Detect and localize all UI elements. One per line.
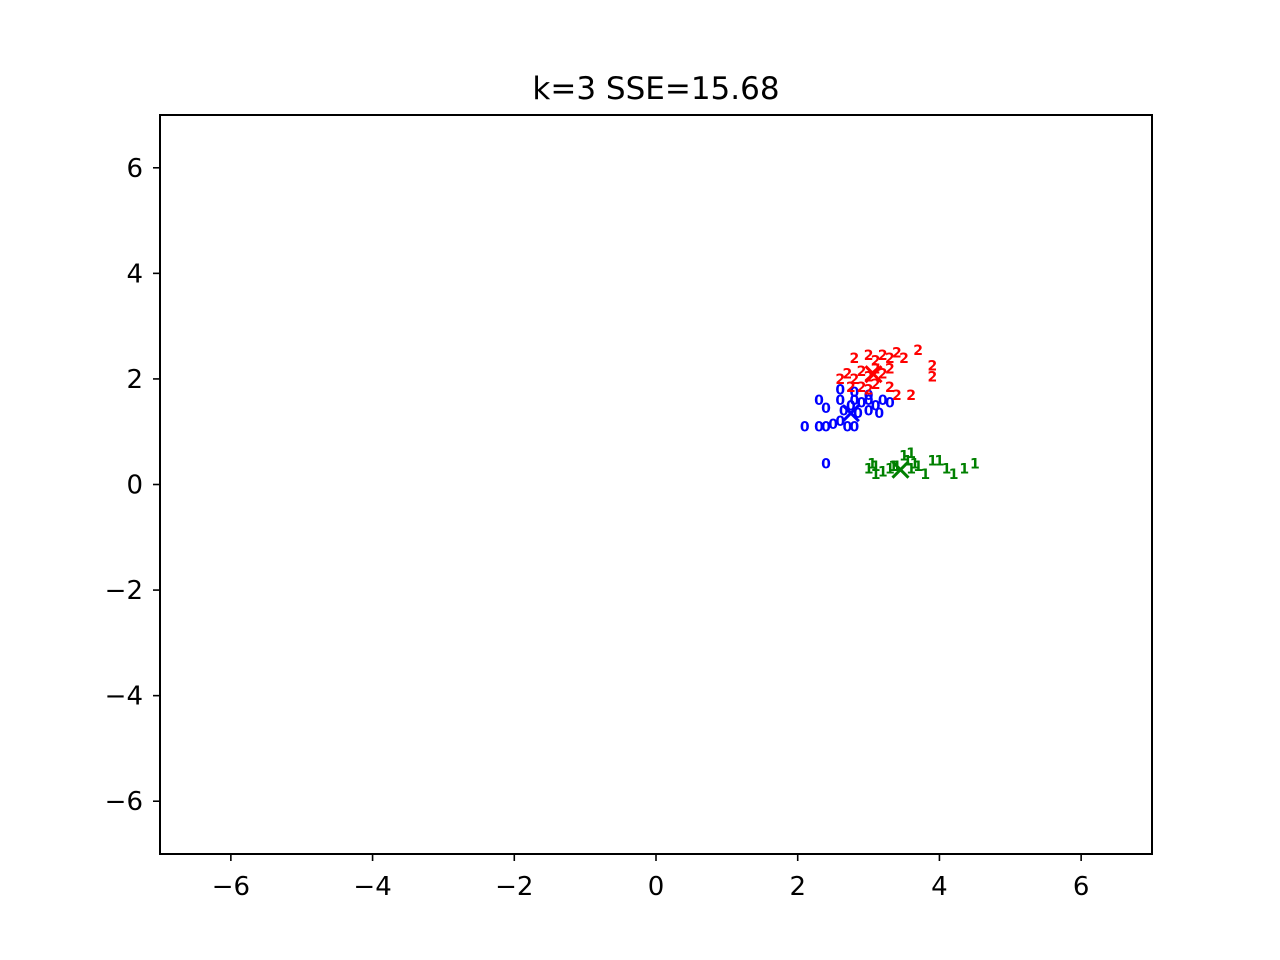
data-point: 1 bbox=[888, 459, 898, 475]
data-point: 1 bbox=[867, 456, 877, 472]
data-point: 1 bbox=[959, 462, 969, 478]
data-point: 2 bbox=[878, 367, 888, 383]
data-point: 1 bbox=[970, 456, 980, 472]
y-tick-label: −6 bbox=[105, 787, 143, 817]
data-point: 2 bbox=[857, 364, 867, 380]
data-point: 0 bbox=[864, 393, 874, 409]
y-tick-label: 6 bbox=[126, 154, 143, 184]
data-point: 1 bbox=[864, 462, 874, 478]
x-tick-label: −2 bbox=[495, 872, 533, 902]
centroid-marker bbox=[841, 404, 860, 423]
data-point: 2 bbox=[871, 361, 881, 377]
data-point: 1 bbox=[906, 462, 916, 478]
data-point: 1 bbox=[871, 467, 881, 483]
data-point: 0 bbox=[874, 406, 884, 422]
x-tick-label: −4 bbox=[353, 872, 391, 902]
data-point: 0 bbox=[814, 393, 824, 409]
data-point: 2 bbox=[878, 348, 888, 364]
data-point: 0 bbox=[853, 406, 863, 422]
data-point: 0 bbox=[846, 398, 856, 414]
x-tick-label: −6 bbox=[212, 872, 250, 902]
data-point: 0 bbox=[864, 388, 874, 404]
data-point: 1 bbox=[899, 448, 909, 464]
data-point: 2 bbox=[864, 382, 874, 398]
data-point: 1 bbox=[885, 462, 895, 478]
data-point: 0 bbox=[800, 419, 810, 435]
data-point: 0 bbox=[864, 404, 874, 420]
data-point: 2 bbox=[864, 348, 874, 364]
data-point: 1 bbox=[935, 454, 945, 470]
data-point: 1 bbox=[949, 467, 959, 483]
data-point: 0 bbox=[857, 396, 867, 412]
data-point: 1 bbox=[927, 454, 937, 470]
y-axis: −6 −4 −2 0 2 4 6 bbox=[105, 154, 160, 817]
data-point: 1 bbox=[871, 459, 881, 475]
data-point: 1 bbox=[906, 446, 916, 462]
data-point: 0 bbox=[828, 417, 838, 433]
data-point: 0 bbox=[850, 385, 860, 401]
data-point: 1 bbox=[920, 467, 930, 483]
data-point: 0 bbox=[839, 404, 849, 420]
data-point: 2 bbox=[835, 372, 845, 388]
data-point: 1 bbox=[913, 459, 923, 475]
data-point: 0 bbox=[878, 393, 888, 409]
data-point: 1 bbox=[910, 456, 920, 472]
y-tick-label: 0 bbox=[126, 471, 143, 501]
y-tick-label: 4 bbox=[126, 259, 143, 289]
data-point: 2 bbox=[871, 377, 881, 393]
data-point: 0 bbox=[842, 419, 852, 435]
chart-title: k=3 SSE=15.68 bbox=[532, 71, 779, 107]
y-tick-label: 2 bbox=[126, 365, 143, 395]
x-axis: −6 −4 −2 0 2 4 6 bbox=[212, 854, 1090, 902]
centroid-marker bbox=[891, 460, 910, 479]
data-point: 2 bbox=[857, 380, 867, 396]
data-point: 2 bbox=[927, 359, 937, 375]
data-point: 2 bbox=[899, 351, 909, 367]
y-tick-label: −2 bbox=[105, 576, 143, 606]
data-point: 2 bbox=[885, 351, 895, 367]
x-tick-label: 4 bbox=[931, 872, 948, 902]
data-point: 0 bbox=[835, 414, 845, 430]
data-point: 0 bbox=[871, 398, 881, 414]
y-tick-label: −4 bbox=[105, 682, 143, 712]
data-point: 2 bbox=[846, 380, 856, 396]
data-point: 2 bbox=[927, 369, 937, 385]
data-point: 0 bbox=[821, 419, 831, 435]
data-point: 0 bbox=[885, 396, 895, 412]
data-point: 2 bbox=[871, 353, 881, 369]
data-point: 0 bbox=[850, 419, 860, 435]
data-point: 0 bbox=[835, 382, 845, 398]
data-point: 2 bbox=[842, 367, 852, 383]
data-point: 2 bbox=[885, 361, 895, 377]
data-point: 0 bbox=[821, 401, 831, 417]
data-point: 0 bbox=[814, 419, 824, 435]
data-point: 0 bbox=[835, 393, 845, 409]
data-point: 1 bbox=[942, 462, 952, 478]
data-point: 2 bbox=[885, 380, 895, 396]
x-tick-label: 6 bbox=[1073, 872, 1090, 902]
data-point: 1 bbox=[878, 464, 888, 480]
data-point: 0 bbox=[850, 393, 860, 409]
data-point: 0 bbox=[821, 456, 831, 472]
data-point: 2 bbox=[906, 388, 916, 404]
data-point: 2 bbox=[892, 388, 902, 404]
data-point: 2 bbox=[850, 351, 860, 367]
data-point: 2 bbox=[850, 372, 860, 388]
x-tick-label: 2 bbox=[789, 872, 806, 902]
centroid-marker bbox=[864, 365, 883, 384]
data-point: 2 bbox=[892, 346, 902, 362]
x-tick-label: 0 bbox=[648, 872, 665, 902]
data-point: 2 bbox=[913, 343, 923, 359]
